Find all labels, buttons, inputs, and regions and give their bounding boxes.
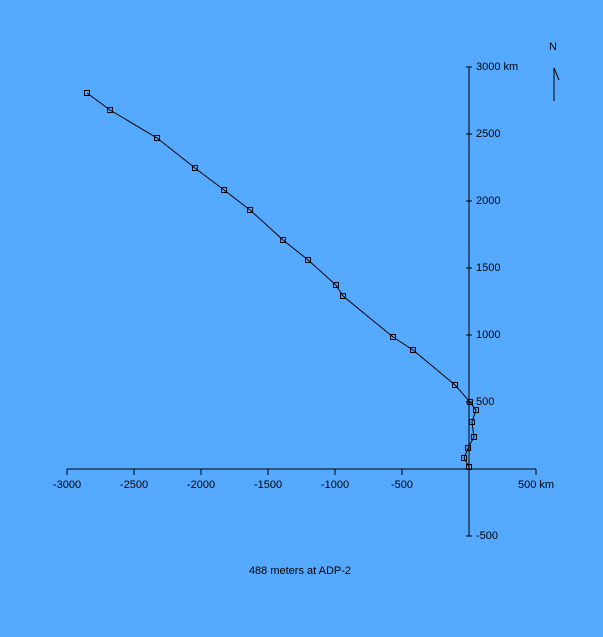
x-tick-label: -3000: [53, 479, 81, 491]
chart-title: 488 meters at ADP-2: [249, 565, 351, 577]
x-tick-label: -1500: [254, 479, 282, 491]
track-point: [221, 187, 228, 194]
track-point: [466, 463, 472, 470]
track-point: [340, 293, 347, 300]
track-point: [191, 165, 198, 172]
y-tick-label: 3000 km: [476, 61, 518, 73]
y-tick-label: -500: [476, 530, 498, 542]
track-point: [247, 206, 254, 213]
track-point: [83, 89, 90, 96]
track-point: [107, 107, 114, 114]
track-point: [332, 282, 339, 289]
track-point: [465, 444, 472, 451]
track-point: [409, 347, 416, 354]
track-point: [468, 418, 475, 425]
north-label: N: [549, 41, 557, 53]
track-point: [466, 399, 473, 405]
y-tick-label: 500: [476, 396, 494, 408]
track-point: [305, 256, 312, 263]
y-tick-label: 1000: [476, 329, 500, 341]
x-tick-label: -2000: [187, 479, 215, 491]
y-tick-label: 2000: [476, 195, 500, 207]
x-tick-label: -1000: [321, 479, 349, 491]
x-tick-label: -500: [391, 479, 413, 491]
track-point: [472, 407, 479, 414]
x-tick-label: 500 km: [518, 479, 554, 491]
x-tick-label: -2500: [120, 479, 148, 491]
track-point: [461, 455, 468, 462]
y-tick-label: 2500: [476, 128, 500, 140]
track-point: [280, 236, 287, 243]
north-arrow: [553, 67, 560, 101]
track-point: [390, 334, 397, 341]
track-point: [470, 433, 477, 440]
track-point: [154, 135, 161, 142]
track-point: [452, 381, 459, 388]
y-tick-label: 1500: [476, 262, 500, 274]
